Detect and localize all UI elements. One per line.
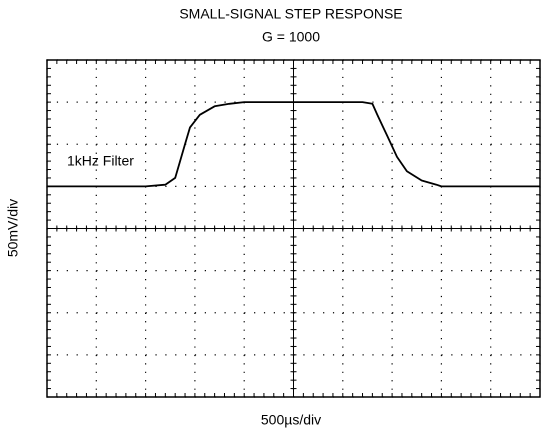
plot-frame bbox=[46, 59, 541, 398]
chart-subtitle: G = 1000 bbox=[262, 29, 320, 45]
chart-title: SMALL-SIGNAL STEP RESPONSE bbox=[179, 6, 402, 22]
annotation: 1kHz Filter bbox=[67, 153, 134, 169]
waveform bbox=[47, 101, 540, 188]
y-axis-label: 50mV/div bbox=[5, 199, 21, 257]
x-axis-label: 500µs/div bbox=[261, 412, 321, 428]
